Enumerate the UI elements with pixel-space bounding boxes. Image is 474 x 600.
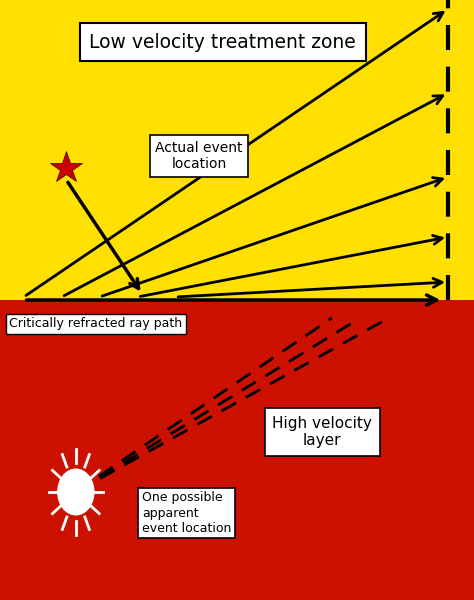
Text: Low velocity treatment zone: Low velocity treatment zone: [90, 32, 356, 52]
Text: High velocity
layer: High velocity layer: [273, 416, 372, 448]
Bar: [0, 300, 474, 600]
Text: Actual event
location: Actual event location: [155, 141, 243, 171]
Text: Critically refracted ray path: Critically refracted ray path: [9, 317, 182, 331]
Text: One possible
apparent
event location: One possible apparent event location: [142, 491, 232, 535]
Circle shape: [58, 469, 94, 515]
Bar: [0, 0, 474, 300]
